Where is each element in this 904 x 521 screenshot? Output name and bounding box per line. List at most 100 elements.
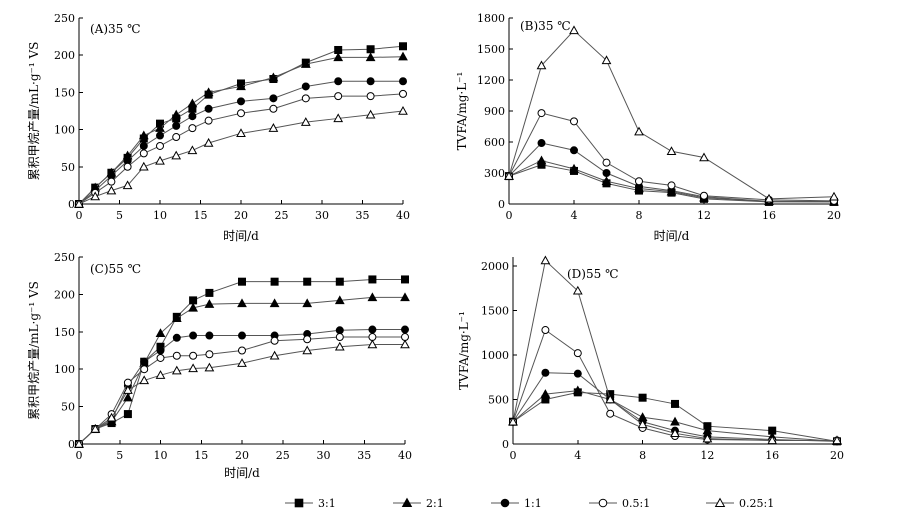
y-tick-label: 50	[61, 401, 75, 414]
data-point	[573, 369, 582, 378]
data-point	[401, 325, 409, 334]
data-point	[601, 55, 612, 65]
data-point	[569, 25, 579, 35]
y-tick-label: 100	[54, 363, 75, 376]
data-point	[203, 87, 214, 97]
data-point	[270, 336, 279, 345]
panel-label: (D)55 ℃	[567, 267, 619, 281]
series-0-5-1	[509, 326, 841, 445]
series-0-25-1	[504, 25, 839, 203]
data-point	[269, 94, 278, 103]
data-point	[366, 77, 375, 86]
data-point	[74, 198, 84, 208]
data-point	[368, 325, 377, 334]
x-tick-label: 30	[315, 209, 329, 222]
data-point	[702, 433, 713, 443]
data-point	[602, 169, 611, 177]
data-point	[122, 180, 133, 190]
data-point	[172, 351, 181, 360]
y-tick-label: 600	[484, 136, 505, 149]
y-axis-title: TVFA/mg·L⁻¹	[457, 311, 471, 390]
x-tick-label: 0	[506, 209, 513, 222]
series-3-1	[75, 42, 407, 208]
data-point	[172, 133, 181, 142]
legend-label: 0.5:1	[622, 497, 650, 510]
y-tick-label: 250	[54, 12, 75, 25]
data-point	[189, 331, 198, 340]
data-point	[269, 298, 280, 308]
legend-item: 3:1	[285, 497, 336, 510]
data-point	[572, 385, 583, 395]
data-point	[300, 59, 311, 68]
data-point	[203, 137, 214, 147]
data-point	[302, 298, 313, 308]
series-line	[78, 45, 404, 205]
data-point	[635, 177, 643, 186]
x-axis-title: 时间/d	[223, 229, 259, 243]
data-point	[602, 158, 611, 167]
x-axis-title: 时间/d	[654, 229, 690, 243]
x-tick-label: 40	[396, 209, 410, 222]
data-point	[123, 410, 132, 419]
x-tick-label: 16	[762, 209, 776, 222]
x-tick-label: 20	[235, 449, 249, 462]
chart-panel-b: 0 300 600 900 1200 1500 1800 0 4 8 12 16 20 时间/d TVFA/…	[455, 12, 841, 243]
data-point	[156, 353, 165, 362]
data-point	[400, 339, 410, 349]
legend-marker	[401, 497, 413, 507]
data-point	[90, 191, 101, 201]
data-point	[204, 299, 215, 308]
y-tick-label: 1800	[477, 12, 505, 25]
legend-marker	[294, 498, 304, 508]
y-tick-label: 1500	[481, 304, 509, 317]
x-tick-label: 0	[510, 449, 517, 462]
data-point	[570, 146, 578, 155]
data-point	[335, 333, 344, 342]
data-point	[366, 92, 375, 101]
data-point	[156, 346, 165, 355]
data-point	[138, 130, 149, 140]
data-point	[172, 333, 181, 342]
data-point	[205, 288, 214, 297]
data-point	[268, 72, 279, 82]
y-tick-label: 0	[502, 438, 509, 451]
data-point	[156, 141, 164, 150]
data-point	[335, 326, 344, 335]
chart-panel-a: 0 50 100 150 200 250 0 5 10 15 20 25 30 35 40 时间/d 累积甲烷产…	[27, 12, 410, 243]
x-tick-label: 4	[571, 209, 578, 222]
data-point	[123, 162, 132, 171]
y-tick-label: 150	[54, 86, 75, 99]
y-axis-title: 累积甲烷产量/mL·g⁻¹ VS	[27, 281, 41, 420]
data-point	[333, 52, 344, 62]
data-point	[605, 394, 616, 404]
legend-label: 2:1	[426, 497, 444, 510]
legend-label: 1:1	[524, 497, 542, 510]
legend-item: 2:1	[393, 497, 444, 510]
data-point	[667, 181, 676, 190]
data-point	[106, 412, 117, 422]
data-point	[140, 357, 149, 366]
chart-panel-d: 0 500 1000 1500 2000 0 4 8 12 16 20 TVFA/mg·L⁻¹ (D)5…	[457, 255, 844, 462]
data-point	[188, 112, 197, 121]
x-tick-label: 35	[357, 449, 371, 462]
data-point	[637, 419, 648, 429]
data-point	[139, 375, 150, 385]
x-tick-label: 10	[154, 449, 168, 462]
data-point	[123, 392, 133, 402]
x-tick-label: 25	[276, 449, 290, 462]
data-point	[171, 109, 182, 119]
data-point	[671, 399, 679, 408]
data-point	[699, 152, 709, 162]
data-point	[238, 346, 246, 355]
series-line	[512, 259, 837, 441]
data-point	[504, 171, 514, 180]
data-point	[537, 139, 546, 148]
x-tick-label: 0	[76, 449, 83, 462]
data-point	[398, 51, 408, 61]
data-point	[106, 185, 117, 195]
data-point	[155, 370, 166, 379]
data-point	[368, 275, 377, 284]
data-point	[399, 42, 407, 51]
data-point	[365, 52, 376, 62]
